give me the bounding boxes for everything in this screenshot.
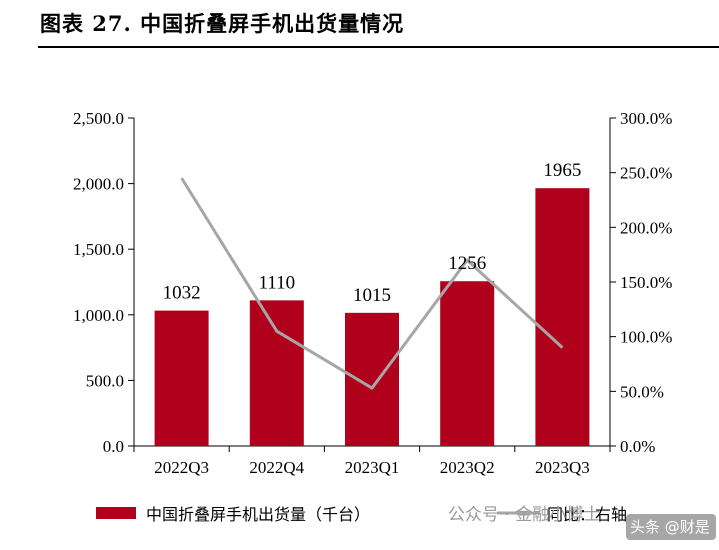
legend: 中国折叠屏手机出货量（千台） 同比：右轴 <box>96 505 627 524</box>
bar-data-label: 1032 <box>163 283 201 304</box>
bar-2022Q3 <box>154 310 209 446</box>
legend-line-label: 同比：右轴 <box>547 505 627 524</box>
watermark: 公众号 · 金融小博士 头条 @财是 <box>448 505 716 540</box>
x-tick-label: 2023Q3 <box>535 458 590 477</box>
y-right-tick-label: 50.0% <box>620 382 664 401</box>
y-left-tick-label: 500.0 <box>86 371 124 390</box>
y-left-tick-label: 0.0 <box>103 437 124 456</box>
legend-bar-swatch <box>96 507 136 519</box>
x-tick-label: 2023Q1 <box>345 458 400 477</box>
yoy-line <box>180 177 564 390</box>
bar-2022Q4 <box>249 300 304 446</box>
x-tick-label: 2022Q3 <box>154 458 209 477</box>
y-right-tick-label: 0.0% <box>620 437 655 456</box>
watermark-badge <box>626 514 716 540</box>
bar-data-label: 1965 <box>543 160 581 181</box>
bar-data-label: 1110 <box>259 272 296 293</box>
y-right-tick-label: 100.0% <box>620 328 672 347</box>
page-title: 图表 27. 中国折叠屏手机出货量情况 <box>40 11 405 36</box>
watermark-text: 公众号 · 金融小博士 <box>448 505 600 525</box>
watermark-badge-text: 头条 @财是 <box>630 518 710 536</box>
y-left-tick-label: 2,000.0 <box>73 175 124 194</box>
y-right-tick-label: 250.0% <box>620 164 672 183</box>
y-left-tick-label: 1,000.0 <box>73 306 124 325</box>
x-tick-label: 2022Q4 <box>249 458 304 477</box>
bar-data-label: 1015 <box>353 285 391 306</box>
x-tick-label: 2023Q2 <box>440 458 495 477</box>
y-right-tick-label: 300.0% <box>620 109 672 128</box>
y-right-tick-label: 150.0% <box>620 273 672 292</box>
bar-2023Q3 <box>535 188 590 446</box>
bar-2023Q2 <box>440 281 495 446</box>
y-left-tick-label: 2,500.0 <box>73 109 124 128</box>
bar-2023Q1 <box>345 312 399 446</box>
y-left-tick-label: 1,500.0 <box>73 240 124 259</box>
bar-data-label: 1256 <box>448 253 486 274</box>
y-right-tick-label: 200.0% <box>620 218 672 237</box>
title-divider <box>38 46 719 48</box>
legend-bar-label: 中国折叠屏手机出货量（千台） <box>146 505 370 524</box>
